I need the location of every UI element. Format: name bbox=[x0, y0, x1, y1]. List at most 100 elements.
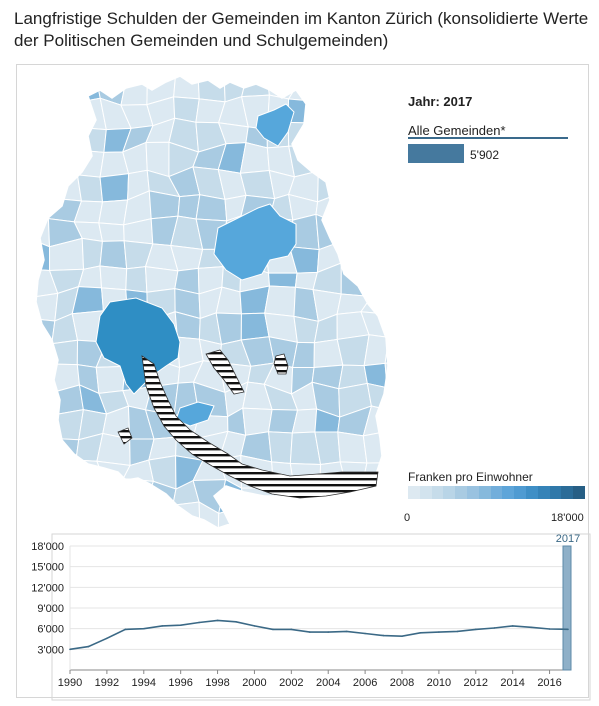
municipality-cell[interactable] bbox=[47, 118, 82, 152]
municipality-cell[interactable] bbox=[239, 506, 273, 530]
municipality-cell[interactable] bbox=[30, 455, 61, 488]
municipality-cell[interactable] bbox=[385, 173, 390, 198]
municipality-cell[interactable] bbox=[336, 141, 369, 178]
municipality-cell[interactable] bbox=[52, 507, 83, 532]
municipality-cell[interactable] bbox=[239, 169, 276, 200]
municipality-cell[interactable] bbox=[389, 99, 390, 127]
municipality-cell[interactable] bbox=[30, 412, 58, 440]
municipality-cell[interactable] bbox=[289, 502, 325, 532]
municipality-cell[interactable] bbox=[30, 477, 61, 514]
municipality-cell[interactable] bbox=[337, 431, 368, 464]
year-slider-handle[interactable] bbox=[562, 545, 572, 671]
municipality-cell[interactable] bbox=[361, 141, 390, 175]
all-municipalities-label[interactable]: Alle Gemeinden* bbox=[408, 123, 506, 138]
municipality-cell[interactable] bbox=[287, 76, 321, 103]
municipality-cell[interactable] bbox=[363, 239, 390, 267]
municipality-cell[interactable] bbox=[30, 431, 53, 462]
municipality-cell[interactable] bbox=[30, 170, 55, 200]
municipality-cell[interactable] bbox=[288, 145, 319, 178]
municipality-cell[interactable] bbox=[30, 361, 49, 395]
municipality-cell[interactable] bbox=[264, 285, 296, 317]
municipality-cell[interactable] bbox=[30, 292, 59, 322]
municipality-cell[interactable] bbox=[30, 384, 58, 415]
municipality-cell[interactable] bbox=[346, 76, 366, 101]
region-highlights[interactable] bbox=[95, 103, 297, 427]
municipality-cell[interactable] bbox=[336, 220, 367, 243]
municipality-cell[interactable] bbox=[361, 123, 390, 144]
municipality-cell[interactable] bbox=[81, 237, 103, 270]
municipality-cell[interactable] bbox=[318, 97, 349, 131]
municipality-cell[interactable] bbox=[76, 174, 104, 203]
municipality-cell[interactable] bbox=[314, 122, 347, 147]
municipality-cell[interactable] bbox=[336, 97, 366, 131]
municipality-cell[interactable] bbox=[337, 502, 369, 532]
municipality-cell[interactable] bbox=[267, 272, 298, 288]
municipality-cell[interactable] bbox=[30, 76, 56, 99]
municipality-cell[interactable] bbox=[385, 264, 390, 299]
municipality-cell[interactable] bbox=[336, 171, 369, 193]
municipality-cell[interactable] bbox=[317, 170, 345, 203]
municipality-cell[interactable] bbox=[78, 505, 107, 532]
municipality-cell[interactable] bbox=[99, 240, 128, 270]
municipality-cell[interactable] bbox=[195, 194, 228, 222]
municipality-cell[interactable] bbox=[314, 502, 347, 530]
municipality-cell[interactable] bbox=[240, 312, 270, 341]
municipality-cell[interactable] bbox=[104, 502, 125, 532]
municipality-cell[interactable] bbox=[385, 313, 390, 340]
municipality-zurich[interactable] bbox=[95, 297, 181, 395]
municipality-cell[interactable] bbox=[30, 338, 53, 365]
municipality-cell[interactable] bbox=[370, 264, 388, 298]
municipality-cell[interactable] bbox=[30, 505, 55, 531]
municipality-cell[interactable] bbox=[384, 336, 390, 364]
municipality-cell[interactable] bbox=[144, 503, 177, 532]
municipality-cell[interactable] bbox=[99, 173, 130, 203]
municipality-cell[interactable] bbox=[48, 459, 77, 487]
municipality-cell[interactable] bbox=[364, 76, 390, 105]
municipality-cell[interactable] bbox=[99, 265, 128, 291]
municipality-cell[interactable] bbox=[197, 76, 226, 103]
municipality-winterthur[interactable] bbox=[213, 203, 297, 281]
municipality-cell[interactable] bbox=[53, 97, 76, 128]
municipality-cell[interactable] bbox=[47, 384, 84, 415]
municipality-cell[interactable] bbox=[120, 502, 148, 532]
municipality-cell[interactable] bbox=[385, 285, 390, 315]
municipality-cell[interactable] bbox=[51, 409, 84, 441]
municipality-cell[interactable] bbox=[386, 387, 390, 419]
municipality-cell[interactable] bbox=[363, 214, 390, 247]
municipality-cell[interactable] bbox=[98, 222, 125, 242]
municipality-cell[interactable] bbox=[387, 430, 390, 466]
municipality-cell[interactable] bbox=[72, 485, 109, 509]
municipality-cell[interactable] bbox=[242, 407, 273, 436]
municipality-cell[interactable] bbox=[30, 119, 58, 146]
municipality-north-east[interactable] bbox=[255, 103, 295, 147]
municipality-cell[interactable] bbox=[52, 477, 80, 514]
municipality-cell[interactable] bbox=[336, 127, 367, 145]
municipality-cell[interactable] bbox=[239, 142, 270, 174]
municipality-cell[interactable] bbox=[364, 191, 390, 222]
municipality-cell[interactable] bbox=[267, 431, 293, 465]
municipality-cell[interactable] bbox=[125, 266, 148, 293]
debt-timeline-chart[interactable]: 3'000 6'000 9'000 12'000 15'000 18'000 1990 199… bbox=[0, 530, 599, 706]
municipality-cell[interactable] bbox=[340, 262, 373, 298]
municipality-cell[interactable] bbox=[336, 334, 370, 367]
zurich-map[interactable] bbox=[30, 76, 390, 532]
municipality-cell[interactable] bbox=[48, 76, 78, 104]
municipality-cell[interactable] bbox=[47, 143, 82, 176]
municipality-cell[interactable] bbox=[362, 430, 390, 464]
municipality-cell[interactable] bbox=[364, 502, 390, 532]
municipality-cell[interactable] bbox=[338, 239, 372, 267]
municipality-cell[interactable] bbox=[120, 76, 148, 106]
municipality-cell[interactable] bbox=[367, 171, 390, 197]
municipality-cell[interactable] bbox=[95, 365, 126, 394]
municipality-cell[interactable] bbox=[122, 478, 155, 505]
municipality-cell[interactable] bbox=[240, 76, 270, 98]
municipality-cell[interactable] bbox=[314, 143, 347, 178]
municipality-cell[interactable] bbox=[98, 199, 129, 226]
municipality-cell[interactable] bbox=[270, 503, 300, 532]
municipality-cell[interactable] bbox=[336, 191, 369, 224]
municipality-cell[interactable] bbox=[364, 99, 390, 130]
municipality-cell[interactable] bbox=[30, 143, 49, 176]
municipality-cell[interactable] bbox=[104, 477, 125, 507]
municipality-cell[interactable] bbox=[389, 76, 390, 104]
municipality-cell[interactable] bbox=[30, 96, 58, 122]
